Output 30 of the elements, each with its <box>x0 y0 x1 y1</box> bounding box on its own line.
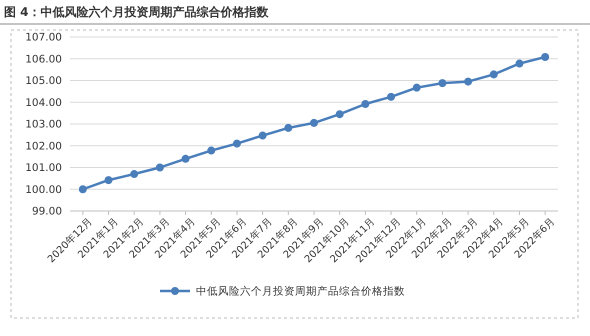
point <box>541 53 550 62</box>
point <box>78 185 87 194</box>
point <box>438 79 446 88</box>
y-tick-label: 103.00 <box>25 118 62 131</box>
point <box>464 78 472 86</box>
point <box>207 146 216 155</box>
chart-title: 图 4：中低风险六个月投资周期产品综合价格指数 <box>4 5 270 19</box>
point <box>310 118 318 127</box>
y-tick-label: 101.00 <box>25 162 62 174</box>
y-tick-label: 104.00 <box>25 96 62 109</box>
point <box>515 60 524 68</box>
point <box>284 124 292 132</box>
point <box>130 170 138 178</box>
y-tick-label: 107.00 <box>25 32 62 44</box>
point <box>490 70 498 78</box>
point <box>156 164 164 172</box>
point <box>232 140 241 148</box>
legend-label: 中低风险六个月投资周期产品综合价格指数 <box>196 284 405 298</box>
point <box>361 100 370 108</box>
point <box>258 132 267 140</box>
y-tick-label: 106.00 <box>25 53 62 66</box>
y-tick-label: 100.00 <box>25 184 62 196</box>
y-tick-label: 105.00 <box>25 75 62 88</box>
y-tick-label: 99.00 <box>32 206 62 218</box>
y-tick-label: 102.00 <box>25 140 62 152</box>
point <box>412 84 421 92</box>
point <box>182 154 190 163</box>
point <box>387 92 396 101</box>
point <box>336 110 344 118</box>
point <box>104 176 113 184</box>
